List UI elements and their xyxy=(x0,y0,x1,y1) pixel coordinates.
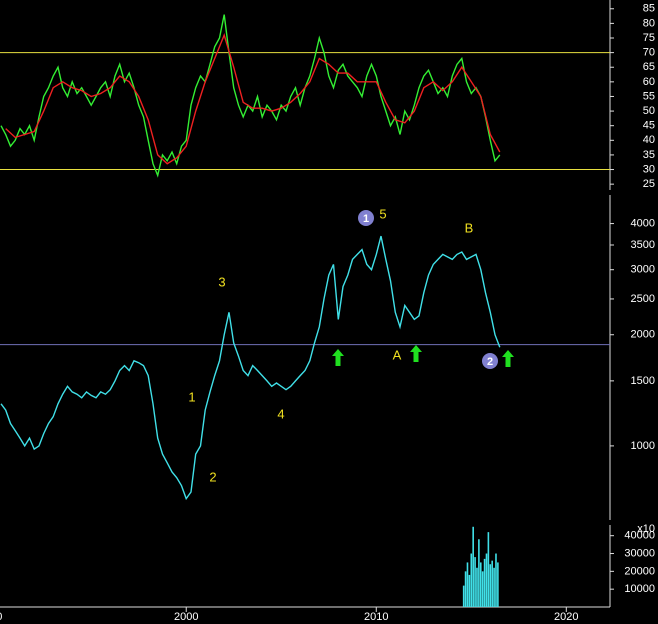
wave-label: A xyxy=(393,347,402,362)
wave-marker xyxy=(358,210,374,226)
y-tick-label: 2000 xyxy=(631,329,655,341)
wave-marker xyxy=(482,353,498,369)
y-tick-label: 1000 xyxy=(631,440,655,452)
volume-bar xyxy=(497,562,499,607)
wave-label: 4 xyxy=(277,406,284,421)
y-tick-label: 75 xyxy=(643,32,655,44)
wave-marker-label: 2 xyxy=(487,356,493,368)
y-tick-label: 4000 xyxy=(631,217,655,229)
x-tick-label: 2000 xyxy=(174,611,198,623)
volume-bar xyxy=(493,567,495,607)
volume-bar xyxy=(489,564,492,607)
y-tick-label: 10000 xyxy=(624,583,655,595)
volume-bar xyxy=(472,526,474,607)
y-tick-label: 2500 xyxy=(631,293,655,305)
y-tick-label: 55 xyxy=(643,90,655,102)
y-tick-label: 85 xyxy=(643,3,655,15)
wave-marker-label: 1 xyxy=(363,213,369,225)
wave-label: 2 xyxy=(209,469,216,484)
up-arrow xyxy=(410,345,422,362)
y-tick-label: 30000 xyxy=(624,547,655,559)
up-arrow xyxy=(502,350,514,367)
wave-label: B xyxy=(465,220,474,235)
y-tick-label: 20000 xyxy=(624,565,655,577)
y-tick-label: 40000 xyxy=(624,530,655,542)
wave-label: 1 xyxy=(188,389,195,404)
up-arrow xyxy=(332,349,344,366)
y-tick-label: 30 xyxy=(643,163,655,175)
x-tick-label: 2020 xyxy=(554,611,578,623)
volume-bar xyxy=(462,585,465,607)
y-tick-label: 25 xyxy=(643,178,655,190)
wave-label: 5 xyxy=(379,206,386,221)
y-unit-label: x10 xyxy=(637,523,655,535)
y-tick-label: 40 xyxy=(643,134,655,146)
volume-bar xyxy=(470,553,473,607)
x-tick-label: 2010 xyxy=(364,611,388,623)
volume-bar xyxy=(491,560,493,607)
y-tick-label: 50 xyxy=(643,105,655,117)
volume-bar xyxy=(466,562,469,607)
y-tick-label: 60 xyxy=(643,76,655,88)
y-tick-label: 1500 xyxy=(631,375,655,387)
volume-bar xyxy=(476,567,478,607)
volume-bar xyxy=(478,539,480,607)
y-tick-label: 65 xyxy=(643,61,655,73)
volume-bar xyxy=(474,557,476,607)
volume-bar xyxy=(487,532,490,607)
y-tick-label: 3000 xyxy=(631,264,655,276)
y-tick-label: 80 xyxy=(643,17,655,29)
volume-bar xyxy=(468,574,471,607)
volume-bar xyxy=(481,571,484,607)
y-tick-label: 70 xyxy=(643,47,655,59)
y-tick-label: 45 xyxy=(643,120,655,132)
volume-bar xyxy=(483,558,486,607)
wave-label: 3 xyxy=(218,274,225,289)
y-tick-label: 3500 xyxy=(631,239,655,251)
y-tick-label: 35 xyxy=(643,149,655,161)
series-line xyxy=(0,235,501,501)
volume-bar xyxy=(495,553,497,607)
volume-bar xyxy=(485,553,488,607)
volume-bar xyxy=(479,562,482,607)
series-line xyxy=(5,32,501,165)
x-tick-label: 90 xyxy=(0,611,2,623)
volume-bar xyxy=(464,571,467,607)
